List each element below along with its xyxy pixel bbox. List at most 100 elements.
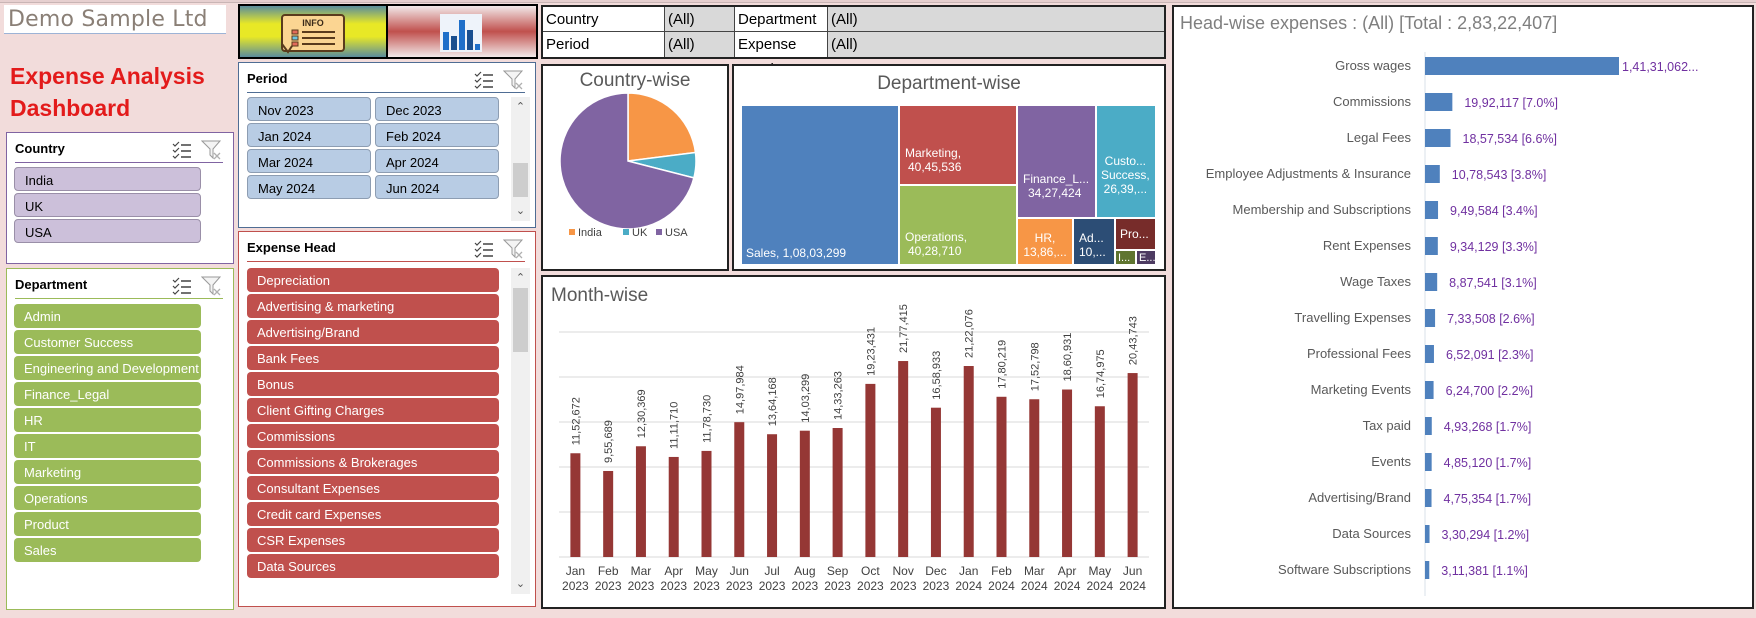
dashboard-title-line2: Dashboard xyxy=(10,95,131,121)
slicer-item[interactable]: Feb 2024 xyxy=(375,123,499,147)
slicer-item[interactable]: Commissions xyxy=(247,424,499,448)
slicer-item[interactable]: Sales xyxy=(14,538,201,562)
slicer-item[interactable]: Bonus xyxy=(247,372,499,396)
x-tick-year: 2023 xyxy=(726,579,753,593)
bar-value-label: 18,57,534 [6.6%] xyxy=(1463,132,1558,146)
scroll-up-icon[interactable]: ⌃ xyxy=(515,101,526,113)
x-tick-month: Feb xyxy=(991,564,1012,578)
clear-filter-icon[interactable] xyxy=(502,239,525,259)
bar-value-label: 4,85,120 [1.7%] xyxy=(1444,456,1532,470)
multi-select-icon[interactable] xyxy=(171,140,193,160)
clear-filter-icon[interactable] xyxy=(200,276,223,296)
slicer-item[interactable]: Operations xyxy=(14,486,201,510)
legend-label: India xyxy=(578,227,603,239)
slicer-item[interactable]: Finance_Legal xyxy=(14,382,201,406)
scroll-thumb[interactable] xyxy=(513,288,528,352)
month-bar xyxy=(1127,373,1138,557)
slicer-item[interactable]: Dec 2023 xyxy=(375,97,499,121)
expense-head-slicer: Expense Head Depreciation Advertising & m… xyxy=(238,231,536,607)
month-bar xyxy=(1094,406,1105,557)
legend-label: UK xyxy=(632,227,648,239)
x-tick-year: 2023 xyxy=(791,579,818,593)
x-tick-year: 2023 xyxy=(693,579,720,593)
bar-value-label: 4,93,268 [1.7%] xyxy=(1444,420,1532,434)
slicer-item[interactable]: Consultant Expenses xyxy=(247,476,499,500)
slicer-item[interactable]: UK xyxy=(14,193,201,217)
expense-head-scrollbar[interactable]: ⌃ ⌄ xyxy=(511,268,530,594)
multi-select-icon[interactable] xyxy=(473,239,495,259)
x-tick-month: Jul xyxy=(764,564,779,578)
scroll-down-icon[interactable]: ⌄ xyxy=(515,205,526,217)
month-bar xyxy=(996,396,1007,557)
head-bar xyxy=(1425,237,1438,255)
multi-select-icon[interactable] xyxy=(473,70,495,90)
x-tick-month: Jun xyxy=(1123,564,1142,578)
head-bar xyxy=(1425,381,1434,399)
slicer-item[interactable]: USA xyxy=(14,219,201,243)
scroll-thumb[interactable] xyxy=(513,163,528,197)
treemap-tile: Custo... Success, 26,39,... xyxy=(1097,106,1155,217)
bar-value-label: 16,74,975 xyxy=(1095,349,1107,398)
category-label: Data Sources xyxy=(1332,526,1411,541)
treemap-tile: Pro... xyxy=(1116,219,1155,249)
category-label: Tax paid xyxy=(1363,418,1411,433)
slicer-items: Depreciation Advertising & marketing Adver… xyxy=(239,232,535,596)
slicer-item[interactable]: May 2024 xyxy=(247,175,371,199)
head-svg: Gross wages 1,41,31,062... Commissions 19,9… xyxy=(1206,52,1698,596)
month-bar xyxy=(799,430,810,557)
slicer-item[interactable]: Product xyxy=(14,512,201,536)
slicer-item[interactable]: Nov 2023 xyxy=(247,97,371,121)
x-tick-year: 2024 xyxy=(1086,579,1113,593)
treemap-label: Operations, 40,28,710 xyxy=(905,230,968,258)
dashboard-title: Expense Analysis Dashboard xyxy=(10,60,225,124)
slicer-item[interactable]: HR xyxy=(14,408,201,432)
month-bar xyxy=(668,456,679,557)
slicer-item[interactable]: Mar 2024 xyxy=(247,149,371,173)
clear-filter-icon[interactable] xyxy=(200,140,223,160)
head-bar xyxy=(1425,309,1436,327)
month-bar xyxy=(635,446,646,557)
slicer-item[interactable]: Credit card Expenses xyxy=(247,502,499,526)
clear-filter-icon[interactable] xyxy=(502,70,525,90)
scroll-down-icon[interactable]: ⌄ xyxy=(515,578,526,590)
slicer-item[interactable]: Customer Success xyxy=(14,330,201,354)
slicer-item[interactable]: Data Sources xyxy=(247,554,499,578)
month-bar xyxy=(1029,399,1040,557)
slicer-item[interactable]: IT xyxy=(14,434,201,458)
scroll-up-icon[interactable]: ⌃ xyxy=(515,272,526,284)
slicer-item[interactable]: Jan 2024 xyxy=(247,123,371,147)
category-label: Wage Taxes xyxy=(1340,274,1411,289)
info-button[interactable]: INFO xyxy=(238,4,388,59)
x-tick-year: 2023 xyxy=(660,579,687,593)
slicer-item[interactable]: Jun 2024 xyxy=(375,175,499,199)
slicer-header: Country xyxy=(15,139,223,163)
month-bar xyxy=(1062,389,1073,557)
slicer-item[interactable]: Marketing xyxy=(14,460,201,484)
filter-label-expense-head: Expense Head xyxy=(735,32,828,78)
slicer-item[interactable]: Depreciation xyxy=(247,268,499,292)
slicer-item[interactable]: CSR Expenses xyxy=(247,528,499,552)
bar-value-label: 21,77,415 xyxy=(898,304,910,353)
slicer-item[interactable]: Advertising & marketing xyxy=(247,294,499,318)
slicer-item[interactable]: Admin xyxy=(14,304,201,328)
x-tick-year: 2023 xyxy=(824,579,851,593)
bar-value-label: 9,55,689 xyxy=(603,420,615,463)
multi-select-icon[interactable] xyxy=(171,276,193,296)
bar-value-label: 11,11,710 xyxy=(669,402,681,449)
department-treemap-chart: Department-wise Sales, 1,08,03,299 Market… xyxy=(732,64,1166,271)
charts-button[interactable] xyxy=(388,4,538,59)
slicer-item[interactable]: India xyxy=(14,167,201,191)
slicer-item[interactable]: Client Gifting Charges xyxy=(247,398,499,422)
slicer-item[interactable]: Advertising/Brand xyxy=(247,320,499,344)
slicer-item[interactable]: Apr 2024 xyxy=(375,149,499,173)
month-bar xyxy=(701,450,712,557)
period-scrollbar[interactable]: ⌃ ⌄ xyxy=(511,97,530,221)
bar-value-label: 19,92,117 [7.0%] xyxy=(1464,96,1558,110)
country-pie-chart: Country-wise India UK USA xyxy=(541,64,729,271)
month-bar xyxy=(865,383,876,557)
slicer-item[interactable]: Bank Fees xyxy=(247,346,499,370)
slicer-header: Expense Head xyxy=(247,238,525,262)
slicer-item[interactable]: Engineering and Development xyxy=(14,356,201,380)
category-label: Commissions xyxy=(1333,94,1412,109)
slicer-item[interactable]: Commissions & Brokerages xyxy=(247,450,499,474)
